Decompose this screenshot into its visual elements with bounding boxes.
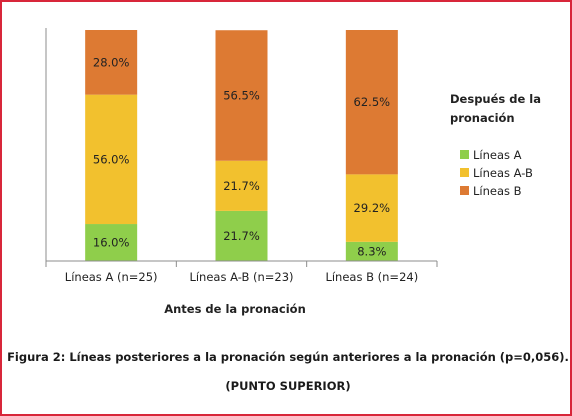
legend-label: Líneas B — [473, 184, 522, 198]
data-label: 8.3% — [357, 244, 386, 258]
bar-segment — [345, 241, 398, 261]
legend-swatch — [460, 168, 469, 177]
bar-segment — [345, 174, 398, 242]
bar-segment — [345, 30, 398, 175]
data-label: 29.2% — [354, 201, 391, 215]
legend-title: pronación — [450, 111, 515, 125]
bar-segment — [215, 210, 268, 261]
data-label: 62.5% — [354, 95, 391, 109]
data-label: 56.5% — [223, 88, 260, 102]
bar-segment — [215, 160, 268, 211]
x-tick-label: Líneas A (n=25) — [65, 270, 158, 284]
legend-swatch — [460, 186, 469, 195]
legend-label: Líneas A-B — [473, 166, 533, 180]
legend-swatch — [460, 150, 469, 159]
data-label: 21.7% — [223, 229, 260, 243]
bar-segment — [85, 30, 138, 95]
legend-label: Líneas A — [473, 148, 522, 162]
figure-subcaption: (PUNTO SUPERIOR) — [225, 379, 351, 393]
legend-title: Después de la — [450, 92, 541, 106]
bar-segment — [85, 94, 138, 225]
data-label: 56.0% — [93, 152, 130, 166]
bar-segment — [215, 30, 268, 161]
stacked-bar-chart: 16.0% 56.0% 28.0% 21.7% 21.7% 56.5% 8.3% 29.2% 6… — [45, 28, 541, 316]
data-label: 28.0% — [93, 55, 130, 69]
x-tick-label: Líneas A-B (n=23) — [189, 270, 293, 284]
bar-segment — [85, 224, 138, 261]
x-tick-label: Líneas B (n=24) — [325, 270, 418, 284]
figure-caption: Figura 2: Líneas posteriores a la pronac… — [7, 350, 569, 364]
data-label: 21.7% — [223, 179, 260, 193]
x-axis-title: Antes de la pronación — [164, 302, 306, 316]
data-label: 16.0% — [93, 236, 130, 250]
